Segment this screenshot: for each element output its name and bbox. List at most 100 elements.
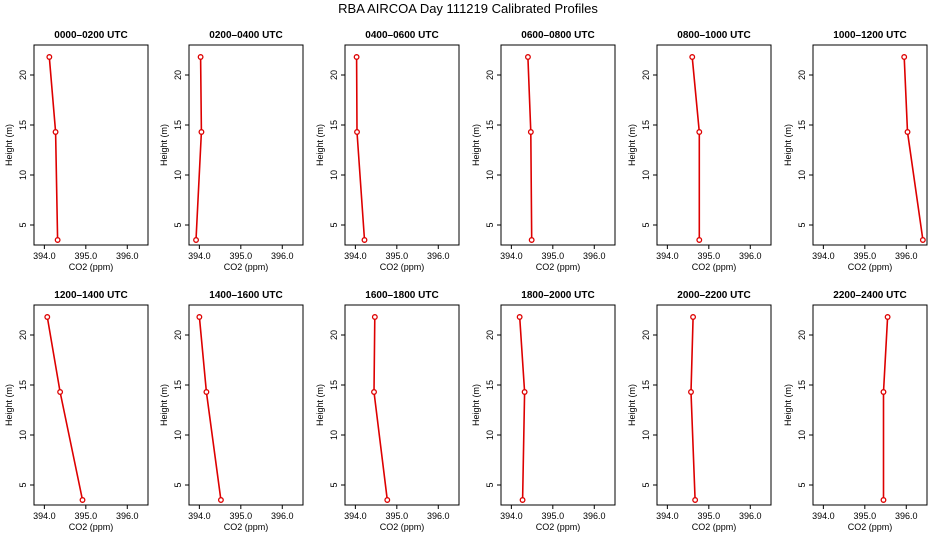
x-tick-label: 396.0	[116, 251, 139, 261]
y-tick-label: 5	[485, 222, 495, 227]
data-point	[689, 54, 696, 60]
profile-line	[882, 316, 889, 500]
data-point	[217, 497, 224, 503]
y-axis-label: Height (m)	[4, 384, 14, 426]
profile-panel-11: 2000–2200 UTC 394.0 395.0 396.0 5 10 15 20 CO2 (…	[627, 290, 772, 532]
x-tick-label: 394.0	[344, 511, 367, 521]
data-point	[371, 389, 377, 395]
data-point	[371, 314, 378, 320]
profile-line	[373, 316, 389, 501]
plot-frame	[188, 44, 304, 246]
x-tick-label: 394.0	[812, 511, 835, 521]
y-tick-label: 20	[173, 330, 183, 340]
data-point	[521, 389, 528, 395]
panel-title: 0800–1000 UTC	[677, 30, 750, 41]
y-tick-label: 20	[641, 330, 651, 340]
x-tick-label: 394.0	[344, 251, 367, 261]
y-tick-label: 10	[173, 430, 183, 440]
panel-title: 2200–2400 UTC	[833, 290, 906, 301]
y-tick-label: 10	[18, 430, 28, 440]
y-axis-label: Height (m)	[471, 384, 481, 426]
y-tick-label: 10	[173, 170, 183, 180]
profile-panel-5: 0800–1000 UTC 394.0 395.0 396.0 5 10 15 20 CO2 (…	[627, 30, 772, 272]
panel-title: 1400–1600 UTC	[209, 290, 282, 301]
x-tick-label: 395.0	[542, 251, 565, 261]
y-tick-label: 5	[485, 482, 495, 487]
y-tick-label: 15	[485, 380, 495, 390]
y-tick-label: 5	[641, 482, 651, 487]
data-point	[524, 54, 531, 60]
x-tick-label: 395.0	[75, 511, 98, 521]
x-tick-label: 395.0	[386, 511, 409, 521]
x-tick-label: 394.0	[188, 251, 211, 261]
x-tick-label: 396.0	[583, 511, 606, 521]
data-point	[527, 129, 534, 135]
y-tick-label: 10	[797, 170, 807, 180]
plot-frame	[344, 44, 460, 246]
y-axis-label: Height (m)	[471, 124, 481, 166]
y-tick-label: 5	[18, 222, 28, 227]
x-tick-label: 395.0	[854, 511, 877, 521]
profile-line	[46, 316, 84, 501]
data-point	[519, 497, 526, 503]
x-axis-label: CO2 (ppm)	[848, 262, 893, 272]
y-tick-label: 20	[485, 330, 495, 340]
y-tick-label: 15	[485, 120, 495, 130]
y-tick-label: 20	[18, 70, 28, 80]
plot-frame	[656, 44, 772, 246]
plot-frame	[812, 304, 928, 506]
x-tick-label: 396.0	[271, 511, 294, 521]
plot-frame	[500, 44, 616, 246]
data-point	[354, 129, 360, 135]
y-tick-label: 5	[797, 222, 807, 227]
y-tick-label: 20	[173, 70, 183, 80]
y-tick-label: 20	[797, 330, 807, 340]
x-tick-label: 396.0	[739, 511, 762, 521]
data-point	[919, 237, 926, 243]
data-point	[384, 497, 391, 503]
plot-frame	[344, 304, 460, 506]
profile-line	[903, 56, 924, 241]
profile-panel-2: 0200–0400 UTC 394.0 395.0 396.0 5 10 15 20 CO2 (…	[159, 30, 304, 272]
x-tick-label: 394.0	[812, 251, 835, 261]
data-point	[193, 237, 199, 243]
panel-title: 0000–0200 UTC	[54, 30, 127, 41]
panel-title: 2000–2200 UTC	[677, 290, 750, 301]
x-axis-label: CO2 (ppm)	[692, 522, 737, 532]
y-tick-label: 5	[329, 222, 339, 227]
x-tick-label: 396.0	[271, 251, 294, 261]
y-tick-label: 20	[641, 70, 651, 80]
panel-title: 0600–0800 UTC	[521, 30, 594, 41]
y-axis-label: Height (m)	[4, 124, 14, 166]
y-tick-label: 20	[329, 330, 339, 340]
x-tick-label: 394.0	[33, 251, 56, 261]
panel-title: 1000–1200 UTC	[833, 30, 906, 41]
x-axis-label: CO2 (ppm)	[536, 522, 581, 532]
plot-frame	[188, 304, 304, 506]
y-tick-label: 5	[18, 482, 28, 487]
y-tick-label: 10	[485, 430, 495, 440]
x-axis-label: CO2 (ppm)	[848, 522, 893, 532]
x-axis-label: CO2 (ppm)	[536, 262, 581, 272]
data-point	[516, 314, 523, 320]
x-tick-label: 395.0	[698, 251, 721, 261]
profile-line	[518, 316, 526, 501]
y-tick-label: 5	[641, 222, 651, 227]
panel-title: 1800–2000 UTC	[521, 290, 594, 301]
data-point	[361, 237, 368, 243]
y-tick-label: 15	[797, 120, 807, 130]
x-tick-label: 395.0	[386, 251, 409, 261]
data-point	[57, 389, 64, 395]
x-axis-label: CO2 (ppm)	[69, 522, 114, 532]
data-point	[46, 54, 53, 60]
x-axis-label: CO2 (ppm)	[380, 522, 425, 532]
y-axis-label: Height (m)	[315, 124, 325, 166]
y-tick-label: 10	[329, 170, 339, 180]
x-tick-label: 394.0	[33, 511, 56, 521]
y-tick-label: 10	[329, 430, 339, 440]
profile-panel-4: 0600–0800 UTC 394.0 395.0 396.0 5 10 15 20 CO2 (…	[471, 30, 616, 272]
data-point	[353, 54, 360, 60]
x-tick-label: 395.0	[854, 251, 877, 261]
data-point	[880, 389, 887, 395]
